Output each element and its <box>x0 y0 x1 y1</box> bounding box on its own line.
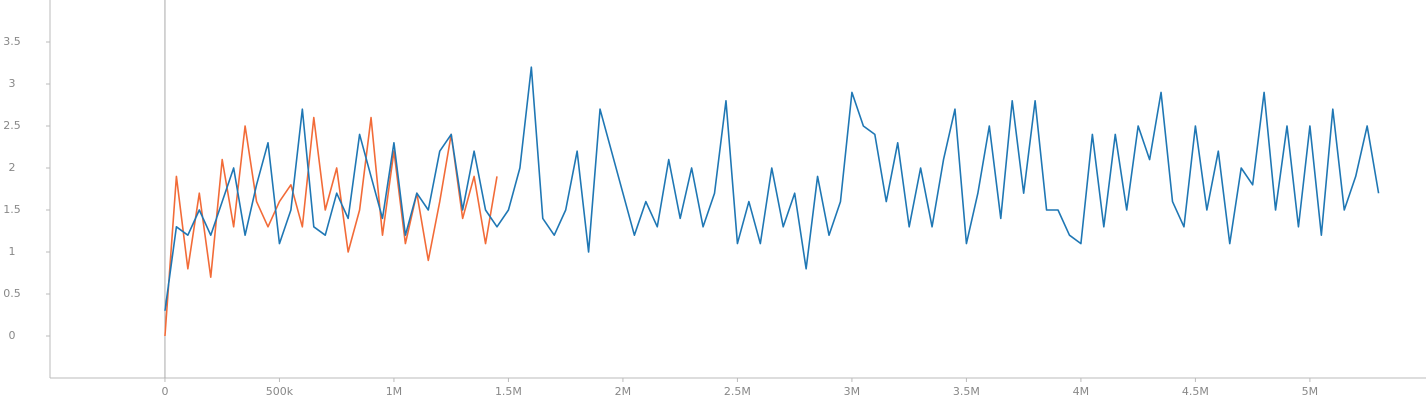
x-tick-label: 5M <box>1302 385 1319 398</box>
series-line <box>164 66 1380 311</box>
x-tick-label: 2M <box>615 385 632 398</box>
x-tick-label: 4M <box>1073 385 1090 398</box>
y-tick-label: 1 <box>9 245 16 258</box>
x-tick-label: 1.5M <box>495 385 522 398</box>
y-tick-label: 3.5 <box>3 35 21 48</box>
y-tick-label: 0 <box>9 329 16 342</box>
y-tick-label: 2.5 <box>3 119 21 132</box>
y-tick-label: 0.5 <box>3 287 21 300</box>
y-tick-label: 3 <box>9 77 16 90</box>
x-tick-label: 0 <box>161 385 168 398</box>
y-tick-label: 2 <box>9 161 16 174</box>
x-tick-label: 500k <box>266 385 294 398</box>
y-tick-label: 1.5 <box>3 203 21 216</box>
series-line <box>164 116 498 337</box>
x-tick-label: 3M <box>844 385 861 398</box>
x-tick-label: 2.5M <box>724 385 751 398</box>
x-tick-label: 3.5M <box>953 385 980 398</box>
x-tick-label: 1M <box>386 385 403 398</box>
x-tick-label: 4.5M <box>1182 385 1209 398</box>
